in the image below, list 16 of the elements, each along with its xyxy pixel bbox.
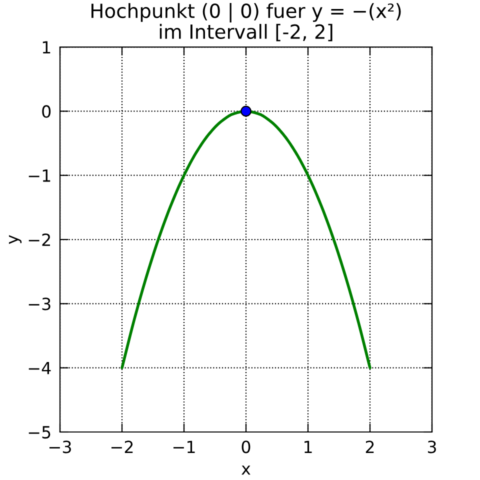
x-tick-label: 2 (366, 440, 374, 453)
x-tick-label: 1 (304, 440, 312, 453)
y-tick-label: 1 (42, 41, 50, 54)
x-tick-label: −1 (173, 440, 195, 453)
y-tick-label: −2 (28, 233, 50, 246)
x-tick-label: −2 (111, 440, 133, 453)
x-axis-title: x (242, 466, 250, 475)
chart-title: Hochpunkt (0 | 0) fuer y = −(x²) im Intervall [-2, 2] (91, 3, 401, 42)
y-axis-title: y (8, 235, 22, 244)
x-tick-label: 0 (242, 440, 250, 454)
y-tick-label: −4 (28, 362, 51, 374)
x-tick-label: 3 (428, 440, 436, 454)
y-tick-label: 0 (42, 105, 51, 118)
y-tick-label: −5 (28, 426, 50, 439)
y-tick-label: −1 (28, 170, 50, 182)
y-tick-label: −3 (28, 298, 50, 310)
